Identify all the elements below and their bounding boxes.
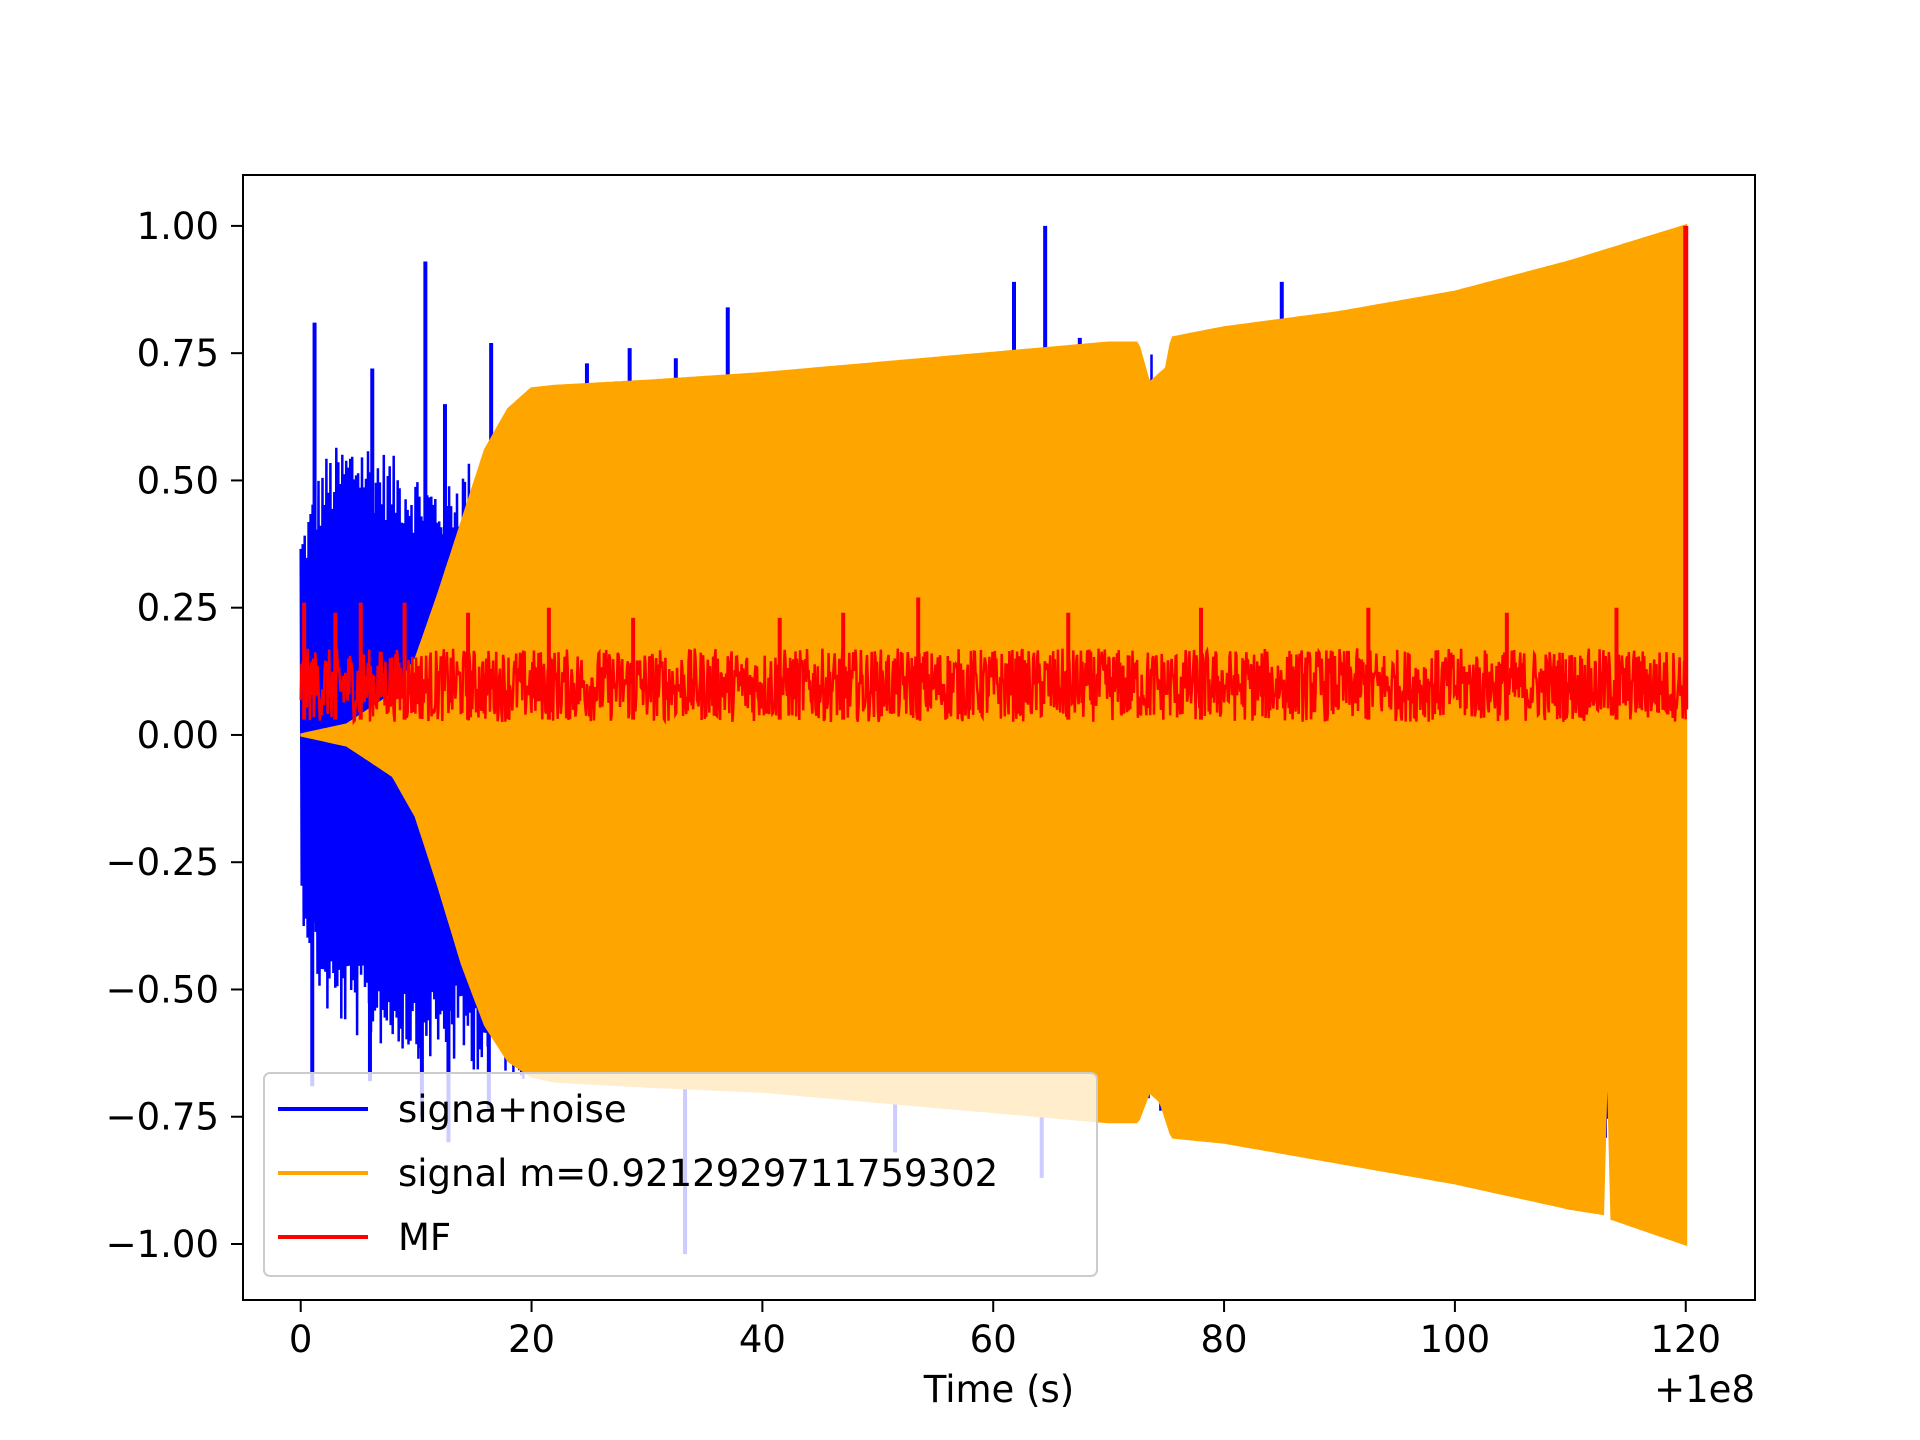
series-line: [299, 646, 1687, 726]
y-tick-label: −0.25: [106, 841, 219, 884]
y-tick-label: −0.75: [106, 1096, 219, 1139]
x-tick-label: 80: [1201, 1318, 1248, 1361]
x-tick-label: 120: [1650, 1318, 1721, 1361]
x-tick-label: 100: [1420, 1318, 1491, 1361]
legend-box: [263, 1072, 1098, 1277]
y-tick-label: 0.75: [137, 332, 219, 375]
legend-label: signal m=0.9212929711759302: [398, 1152, 998, 1195]
x-axis: 0 20 40 60 80 100 120: [289, 1300, 1721, 1361]
axes-frame: [242, 174, 1756, 1301]
y-tick-label: −0.50: [106, 968, 219, 1011]
legend-label: MF: [398, 1216, 451, 1259]
series-mf: [299, 225, 1689, 726]
y-axis: −1.00 −0.75 −0.50 −0.25 0.00 0.25 0.50 0.75 1.00: [106, 205, 243, 1266]
y-tick-label: −1.00: [106, 1223, 219, 1266]
x-tick-label: 20: [508, 1318, 555, 1361]
x-tick-label: 40: [739, 1318, 786, 1361]
x-tick-label: 60: [970, 1318, 1017, 1361]
x-axis-offset-label: +1e8: [1654, 1368, 1755, 1411]
y-tick-label: 1.00: [137, 205, 219, 248]
x-axis-label: Time (s): [923, 1368, 1074, 1411]
legend-label: signa+noise: [398, 1088, 627, 1131]
y-tick-label: 0.25: [137, 587, 219, 630]
legend: signa+noise signal m=0.9212929711759302 MF: [263, 1072, 1098, 1277]
y-tick-label: 0.00: [137, 714, 219, 757]
x-tick-label: 0: [289, 1318, 313, 1361]
y-tick-label: 0.50: [137, 459, 219, 502]
